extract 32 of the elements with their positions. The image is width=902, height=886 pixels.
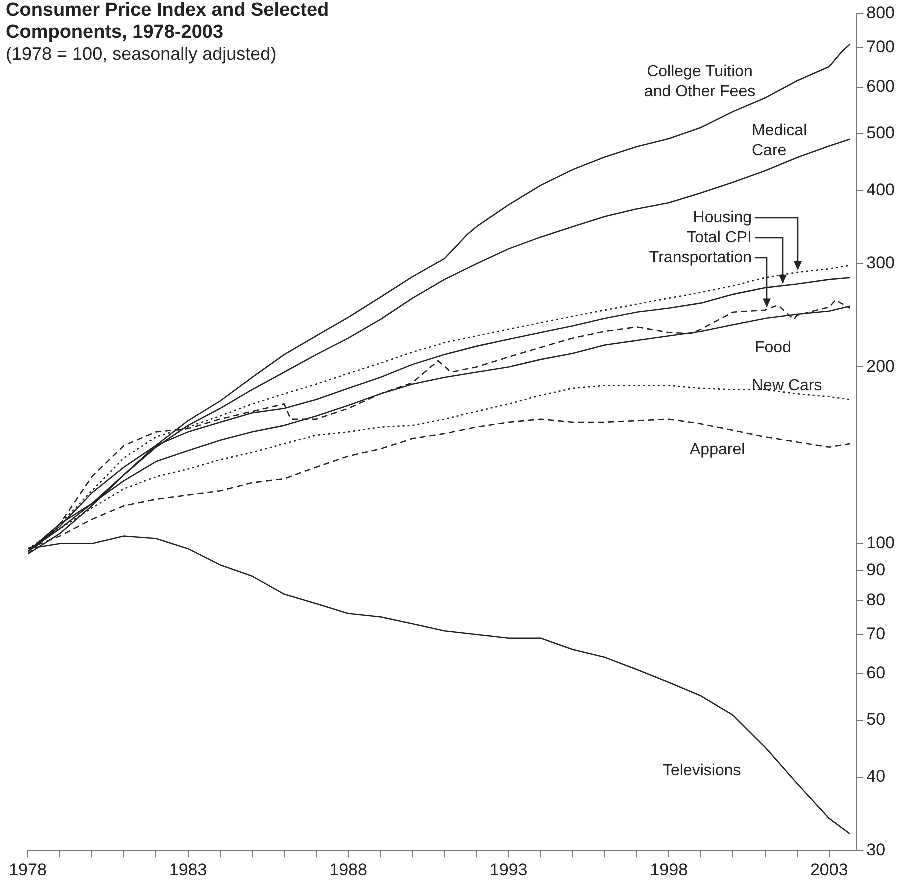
series-label: New Cars [752,377,822,394]
text: Total CPI [687,229,752,246]
y-tick-label: 200 [866,356,896,376]
x-tick-label: 2003 [810,860,848,880]
y-tick-label: 300 [866,254,896,273]
y-tick-label: 100 [866,534,896,553]
x-tick-label: 1998 [650,860,688,880]
y-tick-label: 30 [866,840,886,860]
series-label: Televisions [663,762,742,780]
y-tick-label: 40 [866,766,886,786]
x-tick-label: 1988 [330,860,368,880]
y-tick-label: 90 [866,560,886,580]
series-label: Food [755,339,792,356]
y-tick-label: 70 [866,624,886,644]
text: (1978 = 100, seasonally adjusted) [6,44,277,65]
y-tick-label: 60 [866,664,886,683]
y-tick-label: 800 [866,4,896,23]
y-tick-label: 50 [866,710,886,730]
chart-title: Consumer Price Index and Selected Components, 1978-2003 [6,0,330,44]
y-tick-label: 500 [866,123,896,142]
series-label: College Tuition and Other Fees [644,63,756,100]
text: Housing [693,209,752,226]
y-tick-label: 700 [866,38,896,57]
y-tick-label: 400 [866,180,896,200]
x-tick-label: 1993 [490,860,528,880]
x-tick-label: 1983 [169,860,208,880]
x-tick-label: 1978 [9,860,47,880]
y-tick-label: 80 [866,590,886,610]
series-label: Medical Care [752,122,808,160]
y-tick-label: 600 [866,76,896,96]
text: Transportation [649,249,752,266]
series-label: Apparel [690,441,746,458]
